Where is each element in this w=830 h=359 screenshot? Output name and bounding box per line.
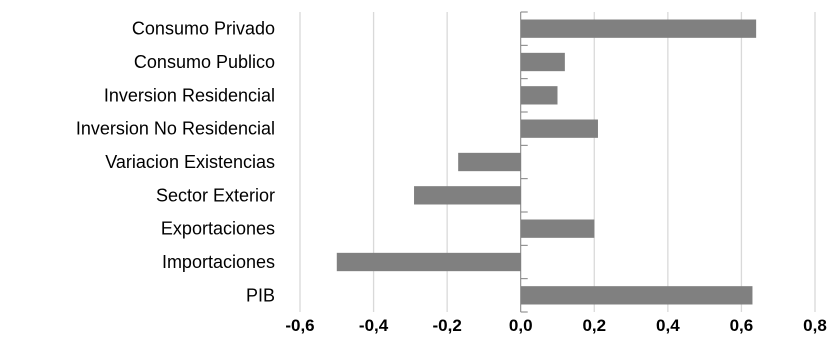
category-label: PIB bbox=[246, 285, 275, 305]
x-tick-label: 0,2 bbox=[582, 316, 606, 335]
bar bbox=[520, 52, 565, 72]
category-label: Exportaciones bbox=[161, 219, 275, 239]
axis-layer bbox=[520, 11, 528, 313]
x-tick-label: -0,2 bbox=[432, 316, 461, 335]
category-label: Consumo Publico bbox=[134, 52, 275, 72]
label-layer: -0,6 -0,4 -0,2 0,0 0,2 0,4 0,6 0,8 Consumo Priva… bbox=[76, 19, 827, 335]
bar-layer bbox=[336, 19, 757, 305]
category-label: Sector Exterior bbox=[156, 185, 275, 205]
bar bbox=[458, 152, 521, 172]
category-label: Importaciones bbox=[162, 252, 275, 272]
category-label: Inversion No Residencial bbox=[76, 119, 275, 139]
grid-layer bbox=[299, 12, 816, 312]
x-tick-label: 0,8 bbox=[803, 316, 827, 335]
x-tick-label: 0,6 bbox=[730, 316, 754, 335]
bar bbox=[336, 252, 521, 272]
x-tick-label: -0,6 bbox=[285, 316, 314, 335]
category-label: Consumo Privado bbox=[132, 19, 275, 39]
x-tick-label: 0,4 bbox=[656, 316, 680, 335]
category-label: Variacion Existencias bbox=[105, 152, 275, 172]
x-tick-label: 0,0 bbox=[509, 316, 533, 335]
bar bbox=[520, 286, 753, 305]
category-label: Inversion Residencial bbox=[104, 85, 275, 105]
bar bbox=[520, 86, 558, 105]
bar bbox=[520, 19, 757, 38]
x-tick-label: -0,4 bbox=[359, 316, 389, 335]
bar bbox=[520, 219, 595, 238]
bar bbox=[520, 119, 598, 138]
bar bbox=[414, 186, 521, 205]
